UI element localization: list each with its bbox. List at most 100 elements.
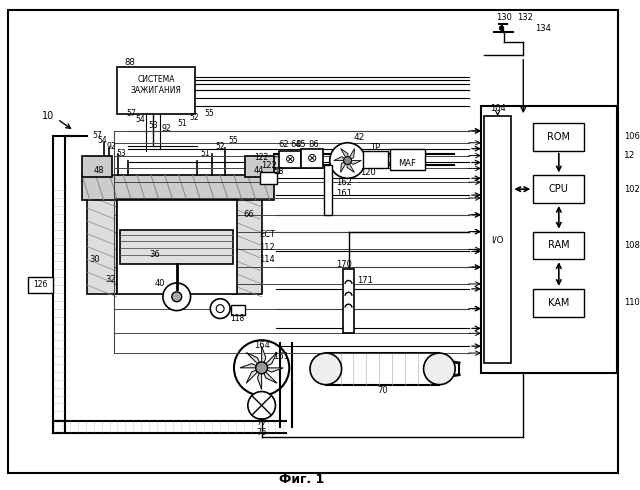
Bar [82,156,111,177]
Text: 58: 58 [273,167,284,176]
Text: 132: 132 [517,13,533,22]
Text: 70: 70 [378,386,388,395]
Circle shape [216,305,224,313]
Bar [116,67,195,114]
Circle shape [234,340,289,395]
Text: 54: 54 [135,115,145,123]
Text: 44: 44 [253,166,264,175]
Text: 53: 53 [148,122,158,130]
Text: 40: 40 [155,279,165,289]
Text: TP: TP [370,143,380,152]
Text: 52: 52 [189,113,199,122]
Text: 161: 161 [273,351,289,361]
Text: 57: 57 [127,109,136,118]
Text: 162: 162 [335,178,351,187]
Bar [260,172,277,184]
Text: 92: 92 [161,124,171,133]
Text: 55: 55 [228,136,238,145]
Polygon shape [340,161,348,172]
Bar [324,166,332,215]
Text: 171: 171 [357,276,373,286]
Text: 108: 108 [624,241,640,250]
Bar [484,116,511,363]
Text: 161: 161 [335,189,351,197]
Bar [533,289,584,317]
Text: 30: 30 [89,255,99,264]
Text: 104: 104 [490,104,506,113]
Text: ⊗: ⊗ [285,153,296,166]
Text: 51: 51 [200,149,210,158]
Text: 114: 114 [259,255,275,264]
Text: 77: 77 [256,417,267,427]
Circle shape [163,283,191,311]
Bar [296,152,304,163]
Text: 92: 92 [107,142,116,151]
Text: 55: 55 [204,109,214,118]
Text: KAM: KAM [548,298,570,308]
Bar [245,156,280,173]
Polygon shape [347,161,355,172]
Text: 106: 106 [624,132,640,141]
Text: 134: 134 [535,24,551,33]
Text: 32: 32 [106,274,116,284]
Polygon shape [262,352,277,368]
Bar [28,277,53,293]
Text: 64: 64 [290,140,301,149]
Bar [390,148,424,171]
Text: 48: 48 [93,166,104,175]
Text: ECT: ECT [259,230,275,239]
Text: 86: 86 [308,140,319,149]
Text: 57: 57 [92,131,102,140]
Text: 52: 52 [215,142,225,151]
Text: 36: 36 [149,250,160,259]
Bar [533,232,584,259]
Text: ЗАЖИГАНИЯ: ЗАЖИГАНИЯ [131,86,181,95]
Circle shape [172,292,182,302]
Polygon shape [262,368,277,383]
Polygon shape [262,346,266,368]
Text: CPU: CPU [549,184,569,194]
Bar [533,175,584,203]
Text: 12: 12 [624,151,636,160]
Polygon shape [340,148,348,161]
Text: ROM: ROM [547,132,570,142]
Circle shape [256,362,268,374]
Bar [364,150,388,169]
Bar [301,148,323,169]
Bar [481,106,617,373]
Circle shape [500,26,504,30]
Bar [232,195,262,294]
Bar [326,353,439,385]
Bar [87,195,116,294]
Circle shape [211,299,230,318]
Bar [120,230,233,264]
Text: RAM: RAM [548,241,570,250]
Text: 164: 164 [253,341,269,350]
Polygon shape [262,368,284,372]
Text: 126: 126 [33,280,47,290]
Text: 118: 118 [230,314,244,323]
Text: 75: 75 [257,428,267,437]
Text: 54: 54 [97,136,107,145]
Text: Фиг. 1: Фиг. 1 [278,473,324,486]
Bar [231,305,245,315]
Text: I/O: I/O [492,235,504,244]
Bar [280,150,301,169]
Bar [533,123,584,150]
Polygon shape [257,368,262,390]
Text: 170: 170 [335,260,351,269]
Text: 10: 10 [42,111,54,121]
Circle shape [424,353,455,385]
Text: 85: 85 [296,140,307,149]
Text: 130: 130 [495,13,511,22]
Bar [82,175,275,200]
Text: 42: 42 [354,133,365,142]
Polygon shape [348,148,355,161]
Polygon shape [333,157,348,161]
Bar [116,200,237,294]
Text: MAF: MAF [398,159,416,168]
Polygon shape [240,364,262,368]
Text: ⊗: ⊗ [307,152,317,165]
Text: 120: 120 [360,168,376,177]
Polygon shape [246,368,262,383]
